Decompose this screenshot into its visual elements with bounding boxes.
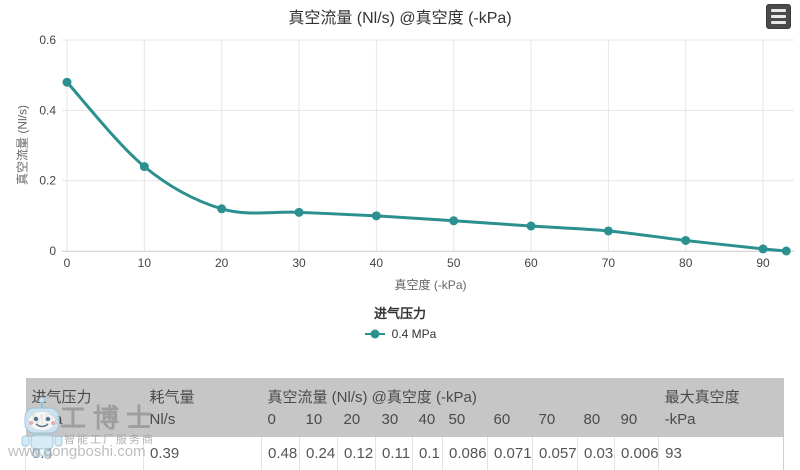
header-kpa-40: 40 bbox=[412, 409, 443, 437]
header-kpa-20: 20 bbox=[337, 409, 376, 437]
x-axis-title: 真空度 (-kPa) bbox=[394, 278, 467, 292]
cell-consumption: 0.39 bbox=[143, 437, 262, 470]
cell-flow-50: 0.086 bbox=[442, 437, 488, 470]
header-max-vacuum: 最大真空度 bbox=[658, 378, 784, 409]
header-pressure-unit: MPa bbox=[25, 409, 144, 437]
legend-item-label: 0.4 MPa bbox=[391, 327, 437, 341]
legend-series-marker-icon bbox=[364, 329, 385, 339]
header-kpa-50: 50 bbox=[442, 409, 488, 437]
svg-text:30: 30 bbox=[292, 256, 306, 270]
cell-flow-90: 0.006 bbox=[614, 437, 660, 470]
svg-text:60: 60 bbox=[524, 256, 538, 270]
table-data-row: 0.4 0.39 0.48 0.24 0.12 0.11 0.1 0.086 0… bbox=[25, 437, 785, 470]
svg-text:0.2: 0.2 bbox=[39, 174, 56, 188]
header-kpa-80: 80 bbox=[577, 409, 615, 437]
header-max-vacuum-unit: -kPa bbox=[658, 409, 784, 437]
svg-text:0.4: 0.4 bbox=[39, 103, 56, 117]
cell-max-vacuum: 93 bbox=[658, 437, 785, 470]
legend-item[interactable]: 0.4 MPa bbox=[364, 327, 437, 341]
y-axis-title: 真空流量 (Nl/s) bbox=[15, 105, 30, 185]
header-consumption-unit: Nl/s bbox=[143, 409, 262, 437]
svg-text:20: 20 bbox=[215, 256, 229, 270]
header-kpa-0: 0 bbox=[261, 409, 300, 437]
cell-pressure: 0.4 bbox=[25, 437, 144, 470]
spec-table: 进气压力 耗气量 真空流量 (Nl/s) @真空度 (-kPa) 最大真空度 M… bbox=[25, 378, 785, 470]
cell-flow-30: 0.11 bbox=[375, 437, 413, 470]
svg-text:50: 50 bbox=[447, 256, 461, 270]
table-header-row-1: 进气压力 耗气量 真空流量 (Nl/s) @真空度 (-kPa) 最大真空度 bbox=[25, 378, 784, 409]
header-kpa-90: 90 bbox=[614, 409, 659, 437]
svg-text:40: 40 bbox=[370, 256, 384, 270]
table-header-row-2: MPa Nl/s 0 10 20 30 40 50 60 70 80 90 -k… bbox=[25, 409, 784, 437]
header-kpa-60: 60 bbox=[487, 409, 533, 437]
header-pressure: 进气压力 bbox=[25, 378, 144, 409]
cell-flow-20: 0.12 bbox=[337, 437, 376, 470]
svg-text:10: 10 bbox=[138, 256, 152, 270]
chart-plot-svg[interactable]: 0 0.2 0.4 0.6 0 10 20 30 40 50 60 70 80 90 bbox=[0, 0, 800, 300]
svg-text:0: 0 bbox=[64, 256, 71, 270]
svg-text:90: 90 bbox=[756, 256, 770, 270]
cell-flow-10: 0.24 bbox=[299, 437, 338, 470]
svg-text:70: 70 bbox=[602, 256, 616, 270]
chart-title: 真空流量 (Nl/s) @真空度 (-kPa) bbox=[288, 10, 512, 27]
header-kpa-10: 10 bbox=[299, 409, 338, 437]
cell-flow-60: 0.071 bbox=[487, 437, 533, 470]
header-kpa-70: 70 bbox=[532, 409, 578, 437]
chart-menu-button[interactable] bbox=[766, 4, 791, 29]
header-flow-group: 真空流量 (Nl/s) @真空度 (-kPa) bbox=[261, 378, 659, 409]
svg-text:0: 0 bbox=[49, 244, 56, 258]
header-kpa-30: 30 bbox=[375, 409, 413, 437]
legend-title: 进气压力 bbox=[373, 306, 426, 321]
svg-text:0.6: 0.6 bbox=[39, 33, 56, 47]
chart-legend: 进气压力 0.4 MPa bbox=[0, 303, 800, 341]
svg-text:80: 80 bbox=[679, 256, 693, 270]
cell-flow-70: 0.057 bbox=[532, 437, 578, 470]
cell-flow-0: 0.48 bbox=[261, 437, 300, 470]
cell-flow-80: 0.03 bbox=[577, 437, 615, 470]
header-consumption: 耗气量 bbox=[143, 378, 262, 409]
cell-flow-40: 0.1 bbox=[412, 437, 443, 470]
